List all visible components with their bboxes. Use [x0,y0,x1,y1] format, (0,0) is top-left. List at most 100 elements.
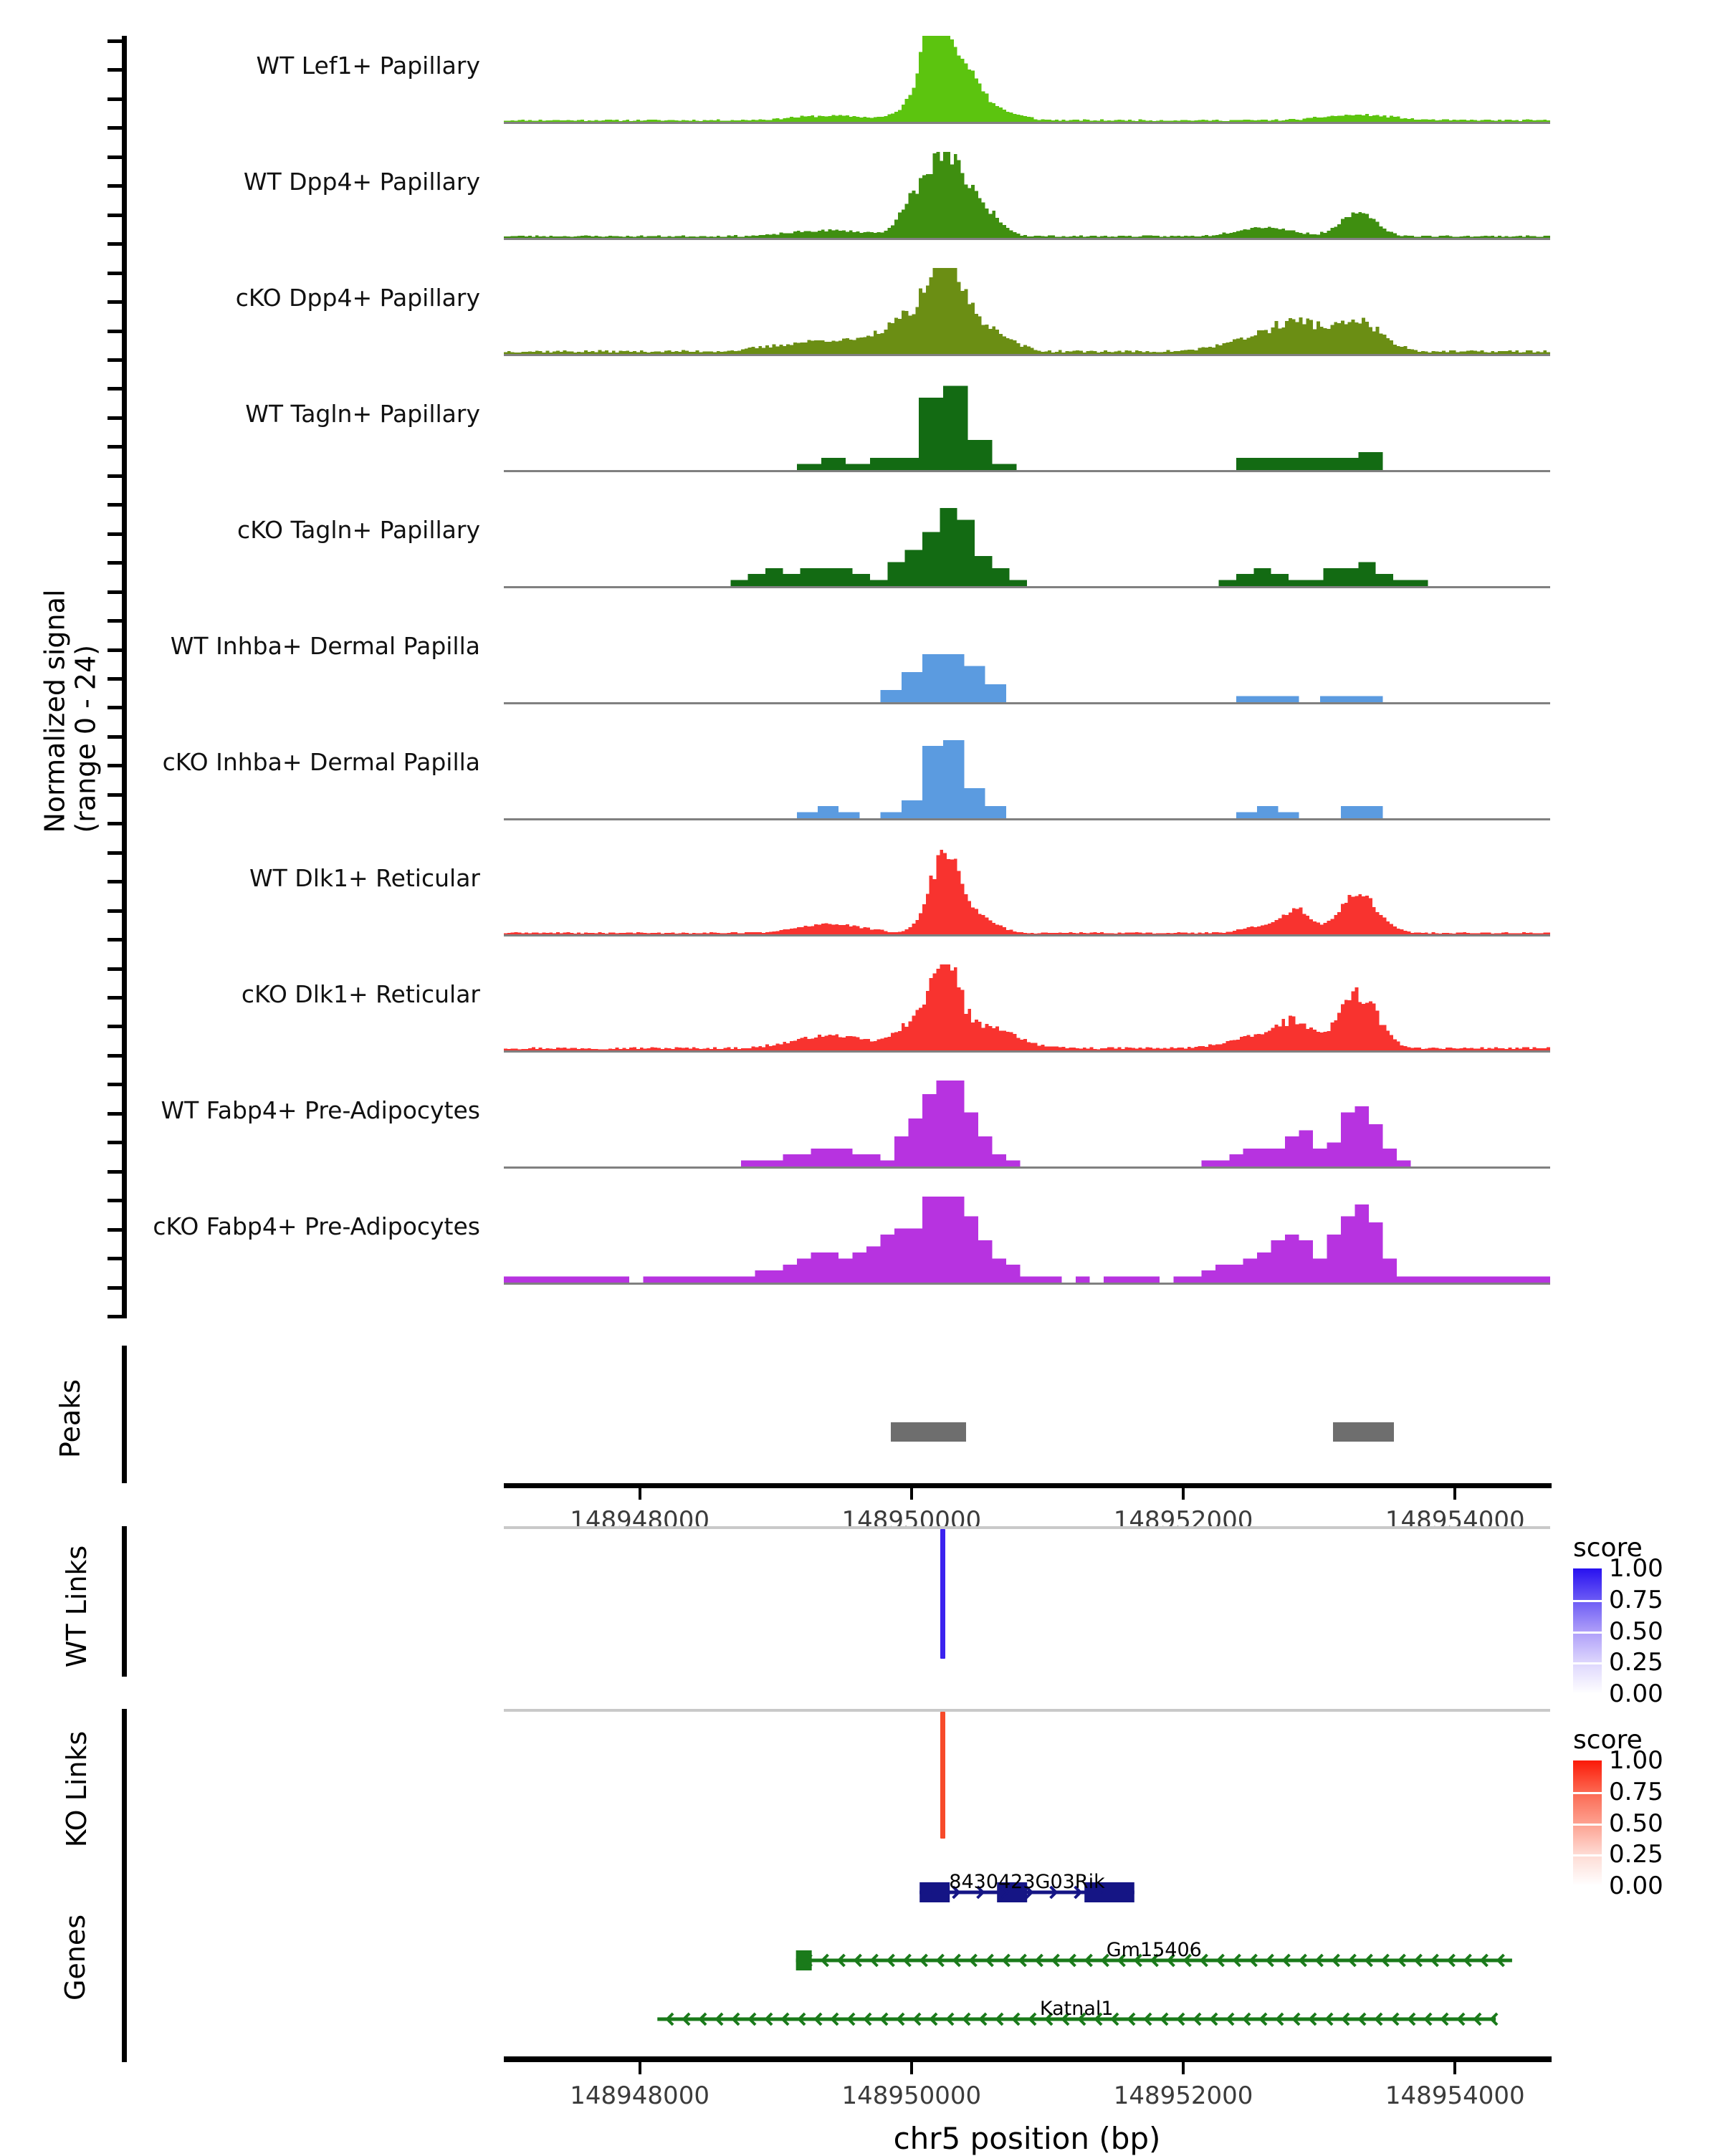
coverage-profile [504,1081,1550,1166]
coverage-track-plot [504,1197,1550,1285]
x-axis-tick-label: 148950000 [841,2081,982,2110]
gene-model [919,1882,1134,1902]
coverage-profile [504,152,1550,238]
ko-links-axis-spine [122,1709,127,1859]
coverage-track-plot [504,964,1550,1053]
y-axis-tick [108,1053,122,1058]
ko-legend-title: score [1573,1725,1643,1755]
gene-row[interactable]: Katnal1 [504,1998,1550,2044]
y-axis-tick [108,213,122,217]
x-axis-tick-label: 148952000 [1113,1506,1253,1535]
y-axis-tick [108,734,122,739]
coverage-profile [504,739,1550,818]
y-axis-tick [108,648,122,652]
y-axis-tick [108,329,122,333]
y-axis-tick [108,1169,122,1174]
coverage-panel: Normalized signal (range 0 - 24) WT Lef1… [0,36,1720,1318]
y-axis-tick [108,184,122,188]
x-axis-tick [1182,1487,1185,1500]
x-axis-line-lower [504,2056,1552,2062]
legend-tick-label: 0.00 [1609,1872,1663,1900]
coverage-track-label: cKO Fabp4+ Pre-Adipocytes [153,1212,480,1240]
x-axis-tick-label: 148948000 [570,1506,710,1535]
legend-tick-mark [1573,1599,1602,1602]
x-axis-tick [638,1487,641,1500]
y-axis-tick [108,1083,122,1087]
coverage-profile [504,268,1550,354]
coverage-profile [504,507,1550,586]
x-axis-tick-label: 148952000 [1113,2081,1253,2110]
x-axis-tick-label: 148950000 [841,1506,982,1535]
coverage-track-baseline [504,934,1550,936]
y-axis-tick [108,242,122,246]
y-axis-tick [108,532,122,536]
coverage-y-axis-spine [122,36,127,1318]
legend-tick-mark [1573,1662,1602,1665]
wt-links-panel: WT Links [0,1519,1720,1684]
coverage-track-plot [504,268,1550,356]
coverage-track: cKO Dlk1+ Reticular [0,964,1720,1058]
coverage-track-plot [504,732,1550,820]
gene-row[interactable]: 8430423G03Rik [504,1871,1550,1917]
coverage-track-baseline [504,1166,1550,1169]
x-axis-title: chr5 position (bp) [893,2121,1161,2156]
coverage-track-baseline [504,122,1550,124]
y-axis-tick [108,996,122,1000]
peaks-axis-spine [122,1346,127,1483]
coverage-track-baseline [504,818,1550,820]
coverage-track-baseline [504,702,1550,704]
ko-links-topline [504,1709,1550,1712]
legend-tick-mark [1573,1854,1602,1857]
y-axis-tick [108,909,122,913]
ko-links-score-legend: score 1.00 0.75 0.50 0.25 0.00 [1552,1725,1716,1900]
coverage-track-baseline [504,470,1550,472]
wt-legend-body: 1.00 0.75 0.50 0.25 0.00 [1552,1554,1716,1708]
y-axis-tick [108,967,122,971]
legend-tick-label: 0.25 [1609,1840,1663,1869]
x-axis-tick-label: 148954000 [1385,1506,1525,1535]
wt-links-score-legend: score 1.00 0.75 0.50 0.25 0.00 [1552,1533,1716,1708]
y-axis-tick [108,1227,122,1232]
y-axis-tick [108,416,122,420]
coverage-track-plot [504,848,1550,936]
coverage-track-baseline [504,238,1550,240]
y-axis-tick [108,561,122,565]
wt-links-topline [504,1526,1550,1529]
coverage-track: WT Dpp4+ Papillary [0,152,1720,245]
y-axis-tick [108,938,122,942]
legend-tick-label: 0.75 [1609,1585,1663,1614]
y-axis-tick [108,764,122,768]
y-axis-tick [108,1199,122,1203]
y-axis-tick [108,880,122,884]
coverage-track-plot [504,152,1550,240]
coverage-track-baseline [504,354,1550,356]
coverage-track: WT Dlk1+ Reticular [0,848,1720,942]
legend-tick-mark [1573,1631,1602,1634]
y-axis-tick [108,851,122,855]
wt-links-axis-spine [122,1526,127,1677]
coverage-track-plot [504,616,1550,704]
coverage-track-label: cKO Dlk1+ Reticular [241,980,480,1008]
coverage-profile [504,1197,1550,1283]
coverage-track-baseline [504,1283,1550,1285]
y-axis-tick [108,1141,122,1145]
x-axis-tick [1182,2062,1185,2074]
genes-axis-spine [122,1847,127,2062]
y-axis-tick [108,387,122,391]
y-axis-tick [108,68,122,72]
legend-tick-label: 1.00 [1609,1746,1663,1775]
ko-links-track-area [504,1709,1550,1852]
legend-tick-label: 0.25 [1609,1648,1663,1677]
x-axis-line-upper [504,1483,1552,1488]
genes-track-label: Genes [59,1914,91,2001]
legend-tick-label: 0.50 [1609,1616,1663,1646]
coverage-track: WT Tagln+ Papillary [0,384,1720,477]
y-axis-tick [108,126,122,130]
coverage-track-label: WT Tagln+ Papillary [245,400,480,428]
gene-row[interactable]: Gm15406 [504,1939,1550,1985]
coverage-track-label: cKO Inhba+ Dermal Papilla [162,748,480,776]
wt-legend-title: score [1573,1533,1643,1563]
x-axis-tick [1453,1487,1457,1500]
y-axis-tick [108,792,122,797]
peaks-panel: Peaks 148948000 148950000 148952000 1489540… [0,1340,1720,1535]
